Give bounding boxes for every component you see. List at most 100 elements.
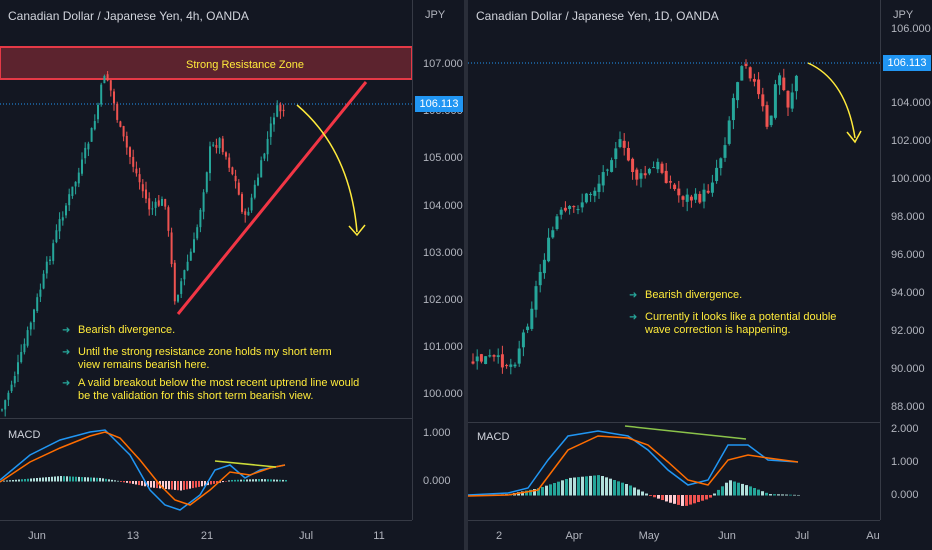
macd-histogram-bar bbox=[225, 481, 227, 482]
candle-body bbox=[173, 262, 176, 302]
macd-histogram-bar bbox=[168, 481, 170, 490]
annotation-note: ➜ Until the strong resistance zone holds… bbox=[62, 346, 353, 372]
macd-histogram-bar bbox=[120, 481, 122, 482]
candle-body bbox=[29, 322, 32, 330]
macd-histogram-bar bbox=[174, 481, 176, 490]
candle-body bbox=[601, 172, 605, 186]
arrow-right-icon: ➜ bbox=[62, 378, 71, 389]
candle-body bbox=[538, 271, 542, 286]
macd-histogram-bar bbox=[693, 495, 696, 504]
macd-histogram-bar bbox=[673, 495, 676, 504]
candle-body bbox=[183, 270, 186, 280]
macd-histogram-bar bbox=[75, 476, 77, 482]
pane-separator[interactable] bbox=[0, 418, 412, 419]
candle-body bbox=[715, 167, 719, 182]
macd-histogram-bar bbox=[126, 481, 128, 483]
candle-body bbox=[685, 194, 689, 202]
candle-body bbox=[157, 200, 160, 206]
macd-indicator-label[interactable]: MACD bbox=[8, 429, 41, 441]
chart-panel-1d[interactable]: Canadian Dollar / Japanese Yen, 1D, OAND… bbox=[468, 0, 932, 550]
divergence-line bbox=[214, 460, 277, 468]
price-tick: 106.000 bbox=[891, 23, 931, 35]
candle-body bbox=[196, 227, 199, 239]
macd-histogram-bar bbox=[273, 479, 275, 482]
price-tick: 92.000 bbox=[891, 325, 925, 337]
macd-indicator-label[interactable]: MACD bbox=[477, 431, 510, 443]
chart-panel-4h[interactable]: Canadian Dollar / Japanese Yen, 4h, OAND… bbox=[0, 0, 464, 550]
price-tick: 96.000 bbox=[891, 249, 925, 261]
macd-histogram-bar bbox=[781, 494, 784, 496]
macd-histogram-bar bbox=[135, 481, 137, 485]
macd-histogram-bar bbox=[685, 495, 688, 506]
price-tick: 105.000 bbox=[423, 152, 463, 164]
candle-body bbox=[10, 384, 13, 392]
candle-body bbox=[794, 75, 798, 92]
candle-body bbox=[488, 355, 492, 357]
macd-histogram-bar bbox=[765, 492, 768, 496]
macd-histogram-bar bbox=[114, 480, 116, 482]
macd-histogram-bar bbox=[141, 481, 143, 486]
chart-plot-area[interactable] bbox=[0, 0, 464, 550]
macd-histogram-bar bbox=[54, 476, 56, 482]
price-axis[interactable]: JPY 107.000 106.000 105.000 104.000 103.… bbox=[412, 0, 464, 520]
macd-histogram-bar bbox=[757, 489, 760, 496]
price-axis[interactable]: JPY 106.000 104.000 102.000 100.000 98.0… bbox=[880, 0, 932, 520]
time-axis[interactable]: Jun 13 21 Jul 11 bbox=[0, 520, 412, 550]
candle-body bbox=[786, 90, 790, 108]
macd-histogram-bar bbox=[537, 488, 540, 496]
candle-body bbox=[660, 163, 664, 173]
candle-body bbox=[547, 237, 551, 262]
candle-body bbox=[109, 80, 112, 91]
macd-histogram-bar bbox=[649, 495, 652, 496]
candle-body bbox=[132, 156, 135, 167]
note-text: A valid breakout below the most recent u… bbox=[78, 377, 360, 402]
macd-histogram-bar bbox=[129, 481, 131, 484]
macd-histogram-bar bbox=[597, 475, 600, 496]
candle-body bbox=[71, 186, 74, 196]
macd-histogram-bar bbox=[529, 489, 532, 496]
candle-body bbox=[209, 146, 211, 174]
pane-separator[interactable] bbox=[468, 422, 880, 423]
arrow-right-icon: ➜ bbox=[629, 312, 638, 323]
macd-histogram-bar bbox=[186, 481, 188, 490]
candle-body bbox=[164, 199, 167, 207]
candle-body bbox=[534, 286, 538, 310]
candle-body bbox=[225, 152, 227, 157]
candle-body bbox=[55, 230, 58, 243]
candle-body bbox=[276, 105, 279, 117]
candle-body bbox=[643, 173, 647, 176]
price-tick: 101.000 bbox=[423, 341, 463, 353]
chart-plot-area[interactable] bbox=[468, 0, 932, 550]
candle-body bbox=[74, 181, 77, 187]
macd-histogram-bar bbox=[213, 481, 215, 484]
macd-histogram-bar bbox=[701, 495, 704, 501]
candle-body bbox=[496, 355, 500, 358]
macd-histogram-bar bbox=[9, 480, 11, 482]
macd-histogram-bar bbox=[111, 479, 113, 482]
candle-body bbox=[471, 361, 475, 364]
panel-divider bbox=[464, 0, 468, 550]
note-text: Until the strong resistance zone holds m… bbox=[78, 346, 332, 371]
candle-body bbox=[677, 188, 681, 196]
time-tick: Au bbox=[866, 530, 880, 542]
candle-body bbox=[129, 147, 131, 157]
macd-histogram-bar bbox=[138, 481, 140, 486]
macd-histogram-bar bbox=[729, 480, 732, 496]
macd-histogram-bar bbox=[237, 479, 239, 482]
macd-histogram-bar bbox=[621, 482, 624, 496]
macd-tick: 0.000 bbox=[423, 475, 451, 487]
candle-body bbox=[42, 273, 45, 289]
macd-histogram-bar bbox=[222, 481, 224, 483]
candle-body bbox=[106, 74, 109, 81]
macd-histogram-bar bbox=[521, 491, 524, 496]
candle-body bbox=[668, 181, 672, 183]
note-text: Bearish divergence. bbox=[78, 324, 176, 336]
macd-histogram-bar bbox=[593, 475, 596, 496]
macd-histogram-bar bbox=[27, 478, 29, 482]
macd-histogram-bar bbox=[657, 495, 660, 499]
macd-tick: 0.000 bbox=[891, 489, 919, 501]
macd-histogram-bar bbox=[51, 476, 53, 482]
candle-body bbox=[151, 208, 154, 210]
time-axis[interactable]: 2 Apr May Jun Jul Au bbox=[468, 520, 880, 550]
candle-body bbox=[234, 175, 237, 182]
